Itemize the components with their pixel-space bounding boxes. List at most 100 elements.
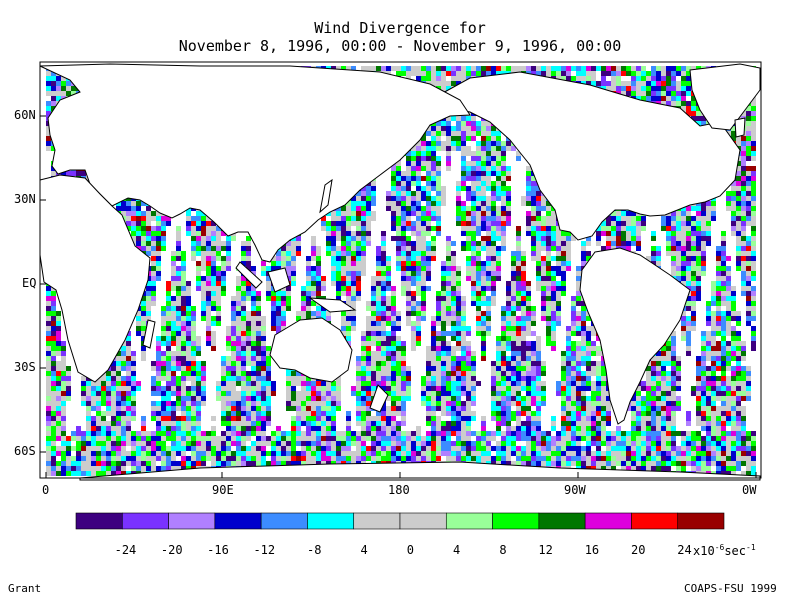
divergence-cell <box>566 236 571 241</box>
divergence-cell <box>526 166 531 171</box>
divergence-cell <box>741 271 746 276</box>
divergence-cell <box>331 216 336 221</box>
divergence-cell <box>696 266 701 271</box>
divergence-cell <box>611 71 616 76</box>
divergence-cell <box>671 216 676 221</box>
divergence-cell <box>491 221 496 226</box>
divergence-cell <box>466 221 471 226</box>
divergence-cell <box>691 116 696 121</box>
divergence-cell <box>691 261 696 266</box>
divergence-cell <box>351 201 356 206</box>
divergence-cell <box>501 156 506 161</box>
divergence-cell <box>416 226 421 231</box>
divergence-cell <box>176 231 181 236</box>
divergence-cell <box>406 261 411 266</box>
divergence-cell <box>486 201 491 206</box>
divergence-cell <box>211 246 216 251</box>
divergence-cell <box>491 276 496 281</box>
divergence-cell <box>671 96 676 101</box>
divergence-cell <box>201 216 206 221</box>
divergence-cell <box>516 261 521 266</box>
divergence-cell <box>551 231 556 236</box>
divergence-cell <box>191 236 196 241</box>
divergence-cell <box>456 131 461 136</box>
divergence-cell <box>406 226 411 231</box>
divergence-cell <box>336 231 341 236</box>
divergence-cell <box>486 141 491 146</box>
divergence-cell <box>466 231 471 236</box>
divergence-cell <box>686 246 691 251</box>
divergence-cell <box>631 86 636 91</box>
divergence-cell <box>386 71 391 76</box>
divergence-cell <box>426 151 431 156</box>
divergence-cell <box>476 241 481 246</box>
divergence-cell <box>446 81 451 86</box>
divergence-cell <box>416 251 421 256</box>
divergence-cell <box>441 196 446 201</box>
divergence-cell <box>726 266 731 271</box>
divergence-cell <box>446 131 451 136</box>
divergence-cell <box>461 131 466 136</box>
divergence-cell <box>146 206 151 211</box>
divergence-cell <box>151 246 156 251</box>
divergence-cell <box>536 66 541 71</box>
divergence-cell <box>551 71 556 76</box>
divergence-cell <box>391 176 396 181</box>
divergence-cell <box>526 176 531 181</box>
divergence-cell <box>161 226 166 231</box>
divergence-cell <box>476 171 481 176</box>
divergence-cell <box>126 201 131 206</box>
divergence-cell <box>451 241 456 246</box>
divergence-cell <box>461 221 466 226</box>
divergence-cell <box>406 176 411 181</box>
divergence-cell <box>361 196 366 201</box>
divergence-cell <box>706 206 711 211</box>
divergence-cell <box>196 231 201 236</box>
divergence-cell <box>616 236 621 241</box>
divergence-cell <box>586 256 591 261</box>
divergence-cell <box>211 231 216 236</box>
divergence-cell <box>421 231 426 236</box>
divergence-cell <box>671 91 676 96</box>
divergence-cell <box>661 76 666 81</box>
divergence-cell <box>491 166 496 171</box>
divergence-cell <box>391 196 396 201</box>
divergence-cell <box>201 226 206 231</box>
divergence-cell <box>656 261 661 266</box>
divergence-cell <box>316 256 321 261</box>
divergence-cell <box>221 261 226 266</box>
divergence-cell <box>396 256 401 261</box>
divergence-cell <box>721 256 726 261</box>
divergence-cell <box>171 251 176 256</box>
divergence-cell <box>511 256 516 261</box>
divergence-cell <box>686 231 691 236</box>
divergence-cell <box>81 171 86 176</box>
divergence-cell <box>306 266 311 271</box>
divergence-cell <box>411 266 416 271</box>
divergence-cell <box>546 261 551 266</box>
divergence-cell <box>401 71 406 76</box>
divergence-cell <box>411 181 416 186</box>
divergence-cell <box>466 146 471 151</box>
divergence-cell <box>481 66 486 71</box>
divergence-cell <box>411 246 416 251</box>
divergence-cell <box>501 66 506 71</box>
divergence-cell <box>481 271 486 276</box>
divergence-cell <box>466 66 471 71</box>
divergence-cell <box>721 266 726 271</box>
divergence-cell <box>406 156 411 161</box>
divergence-cell <box>176 266 181 271</box>
divergence-cell <box>381 66 386 71</box>
divergence-cell <box>486 206 491 211</box>
divergence-cell <box>206 246 211 251</box>
divergence-cell <box>481 211 486 216</box>
divergence-cell <box>141 236 146 241</box>
divergence-cell <box>336 246 341 251</box>
divergence-cell <box>456 186 461 191</box>
divergence-cell <box>661 66 666 71</box>
divergence-cell <box>176 271 181 276</box>
divergence-cell <box>696 271 701 276</box>
divergence-cell <box>521 261 526 266</box>
divergence-cell <box>751 121 756 126</box>
